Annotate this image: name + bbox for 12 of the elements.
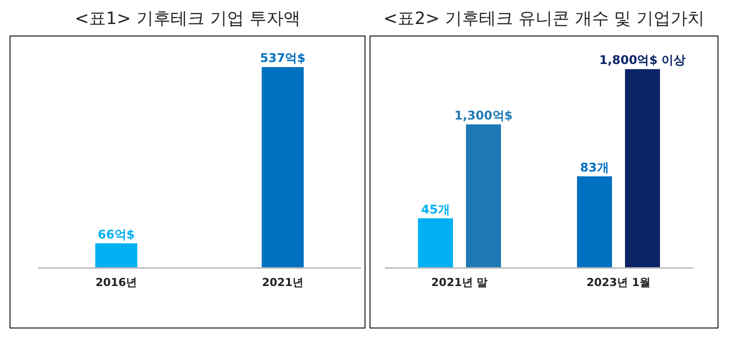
data-label: 1,800억$ 이상 — [599, 53, 686, 68]
data-label: 537억$ — [260, 51, 306, 66]
data-label: 45개 — [421, 202, 450, 216]
x-tick-label: 2021년 말 — [431, 276, 488, 289]
data-label: 83개 — [580, 160, 609, 174]
chart-title: <표1> 기후테크 기업 투자액 — [74, 9, 300, 29]
x-tick-label: 2023년 1월 — [586, 276, 651, 289]
data-label: 66억$ — [98, 227, 135, 242]
x-tick-label: 2021년 — [262, 276, 304, 289]
x-tick-label: 2016년 — [95, 276, 138, 289]
data-label: 1,300억$ — [454, 108, 513, 122]
chart-title: <표2> 기후테크 유니콘 개수 및 기업가치 — [383, 9, 705, 29]
